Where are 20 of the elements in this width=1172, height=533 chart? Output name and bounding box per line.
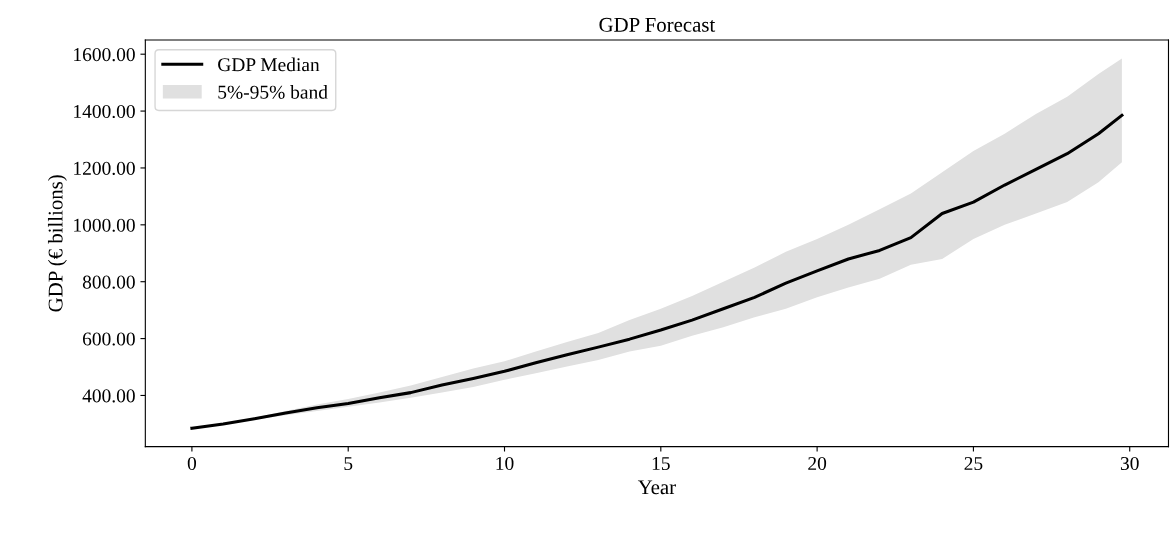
x-tick-label: 0: [187, 456, 197, 471]
x-axis-title: Year: [637, 480, 676, 495]
y-tick-label: 400.00: [82, 389, 135, 403]
legend-label: GDP Median: [218, 57, 320, 72]
y-tick-label: 600.00: [82, 332, 135, 346]
y-tick-label: 1400.00: [74, 104, 135, 119]
x-tick-label: 20: [808, 456, 827, 471]
y-tick-label: 1000.00: [74, 218, 135, 232]
x-tick-label: 25: [964, 456, 983, 471]
y-axis-title: GDP (€ billions): [47, 175, 67, 312]
line-series: [190, 113, 1124, 430]
legend-label: 5%-95% band: [218, 85, 328, 99]
y-tick-label: 800.00: [82, 275, 135, 289]
x-tick-label: 15: [652, 457, 670, 471]
x-tick-label: 5: [344, 457, 353, 471]
y-tick-label: 1200.00: [74, 161, 135, 175]
y-tick-label: 1600.00: [74, 48, 135, 62]
x-tick-label: 30: [1120, 456, 1139, 471]
chart-title: GDP Forecast: [599, 17, 716, 32]
x-tick-label: 10: [496, 456, 514, 471]
